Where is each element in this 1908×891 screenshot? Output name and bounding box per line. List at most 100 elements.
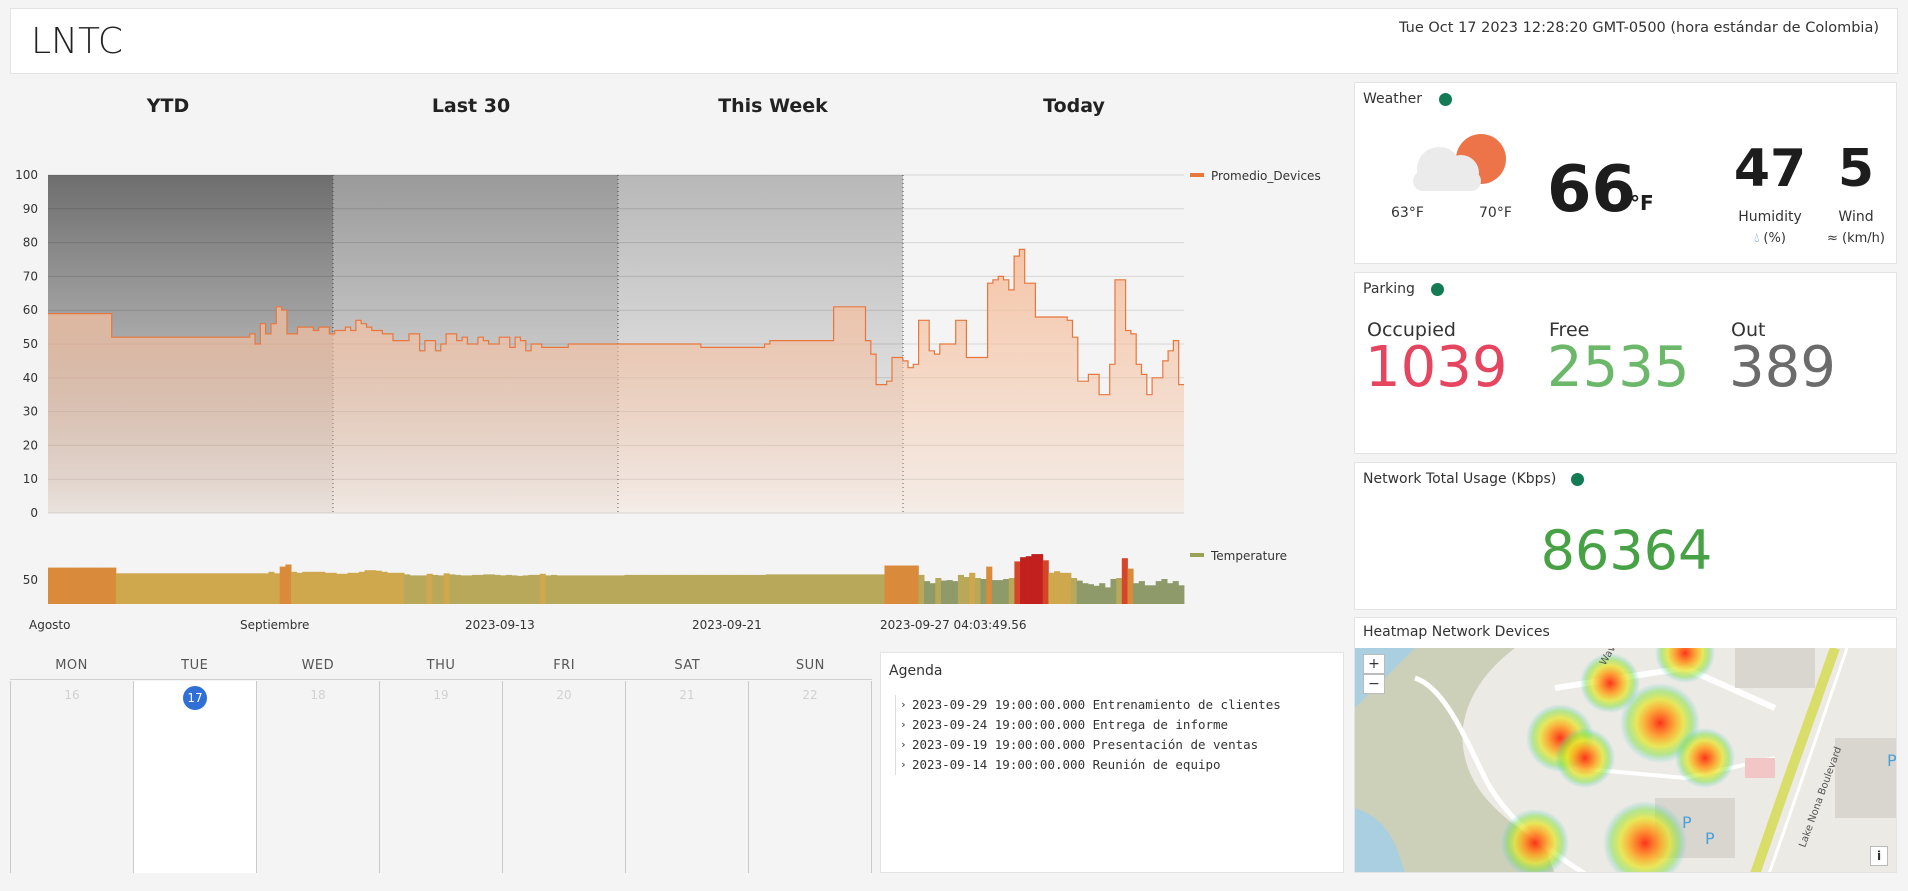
temperature-bar xyxy=(132,573,139,604)
temperature-bar xyxy=(647,574,654,604)
temperature-bar xyxy=(370,570,377,604)
temperature-bar xyxy=(149,573,156,604)
temperature-bar xyxy=(127,573,134,604)
temperature-bar xyxy=(59,567,66,604)
weather-title: Weather xyxy=(1363,91,1422,107)
temperature-bar xyxy=(811,574,818,604)
agenda-panel: Agenda › 2023-09-29 19:00:00.000 Entrenam… xyxy=(880,652,1344,873)
temperature-bar xyxy=(760,574,767,604)
agenda-item[interactable]: › 2023-09-29 19:00:00.000 Entrenamiento d… xyxy=(900,695,1281,715)
period-header: Today xyxy=(1043,95,1105,117)
temperature-bar xyxy=(579,575,586,604)
temperature-bar xyxy=(568,575,575,604)
x-axis-label: Agosto xyxy=(29,618,70,632)
humidity-label: Humidity xyxy=(1738,209,1802,225)
temperature-bar xyxy=(562,575,569,604)
calendar-day-cell[interactable]: 19 xyxy=(380,681,503,873)
calendar-day-cell[interactable]: 20 xyxy=(503,681,626,873)
weather-panel: Weather 63°F 70°F 66 °F 47 5 Humidity Wi… xyxy=(1354,82,1897,264)
temperature-bar xyxy=(454,574,461,604)
map-canvas[interactable]: Wave Lake Nona Boulevard P P P xyxy=(1355,648,1897,873)
temperature-bar xyxy=(353,572,360,604)
temperature-bar xyxy=(234,573,241,604)
temperature-bar xyxy=(1093,585,1100,604)
chevron-right-icon: › xyxy=(900,758,907,771)
temperature-bar xyxy=(166,573,173,604)
agenda-item[interactable]: › 2023-09-24 19:00:00.000 Entrega de info… xyxy=(900,715,1281,735)
legend-swatch-temperature xyxy=(1190,553,1204,557)
humidity-value: 47 xyxy=(1733,139,1807,199)
temperature-bar xyxy=(48,567,55,604)
calendar-day-cell[interactable]: 21 xyxy=(626,681,749,873)
y-tick-label: 50 xyxy=(23,337,38,351)
temperature-bar xyxy=(313,571,320,604)
temperature-bar xyxy=(375,570,382,604)
calendar-day-cell[interactable]: 18 xyxy=(257,681,380,873)
temperature-bar xyxy=(658,574,665,604)
out-label: Out xyxy=(1731,319,1766,341)
temperature-bar xyxy=(590,575,597,604)
agenda-item-text: 2023-09-24 19:00:00.000 Entrega de infor… xyxy=(912,717,1229,732)
temperature-bar xyxy=(777,574,784,604)
zoom-in-button[interactable]: + xyxy=(1363,654,1385,674)
calendar-day-cell[interactable]: 16 xyxy=(10,681,134,873)
calendar-day-cell[interactable]: 17 xyxy=(134,681,257,873)
temperature-bar xyxy=(924,581,931,604)
occupied-label: Occupied xyxy=(1367,319,1456,341)
temperature-bar xyxy=(596,575,603,604)
calendar-day-header: THU xyxy=(426,658,456,673)
temperature-bar xyxy=(93,567,100,604)
temperature-bar xyxy=(692,574,699,604)
temperature-bar xyxy=(1042,560,1049,604)
temperature-bar xyxy=(262,573,269,604)
temperature-bar xyxy=(471,574,478,604)
temperature-bar xyxy=(839,574,846,604)
temperature-bar xyxy=(957,574,964,604)
temperature-bar xyxy=(115,573,122,604)
agenda-list: › 2023-09-29 19:00:00.000 Entrenamiento d… xyxy=(895,695,1281,775)
temperature-bar xyxy=(822,574,829,604)
temperature-bar xyxy=(488,574,495,604)
x-axis-label: Septiembre xyxy=(240,618,309,632)
device-chart-area: YTD Last 30 This Week Today 100 90 80 70 60 50 40 3… xyxy=(10,82,1345,632)
heatmap-map[interactable]: Wave Lake Nona Boulevard P P P + − i xyxy=(1355,648,1897,873)
agenda-item[interactable]: › 2023-09-14 19:00:00.000 Reunión de equi… xyxy=(900,755,1281,775)
calendar-day-cell[interactable]: 22 xyxy=(749,681,872,873)
temperature-bar xyxy=(675,574,682,604)
temperature-bar xyxy=(686,574,693,604)
temperature-bar xyxy=(438,575,445,604)
info-button[interactable]: i xyxy=(1870,846,1888,866)
parking-marker: P xyxy=(1682,813,1692,832)
agenda-item[interactable]: › 2023-09-19 19:00:00.000 Presentación de… xyxy=(900,735,1281,755)
temperature-bar xyxy=(211,573,218,604)
temperature-bar xyxy=(65,567,72,604)
devices-line xyxy=(48,248,1184,396)
temperature-bar xyxy=(291,571,298,604)
temperature-bar xyxy=(652,574,659,604)
temperature-bar xyxy=(302,571,309,604)
temperature-bar xyxy=(404,574,411,604)
temperature-bar xyxy=(573,575,580,604)
temperature-bar xyxy=(223,573,230,604)
temperature-bar xyxy=(1116,578,1123,604)
temperature-bar xyxy=(279,566,286,604)
temperature-bar xyxy=(415,575,422,604)
temperature-bar xyxy=(240,573,247,604)
temperature-bar xyxy=(257,573,264,604)
temperature-bar xyxy=(522,575,529,604)
header-bar: LNTC Tue Oct 17 2023 12:28:20 GMT-0500 (… xyxy=(10,8,1898,74)
temperature-bar xyxy=(81,567,88,604)
temperature-bar xyxy=(228,573,235,604)
temperature-bar xyxy=(664,574,671,604)
temperature-bar xyxy=(805,574,812,604)
calendar-day-header: WED xyxy=(301,658,335,673)
temperature-bar xyxy=(980,579,987,604)
temperature-bar xyxy=(601,575,608,604)
zoom-out-button[interactable]: − xyxy=(1363,674,1385,694)
temperature-bar xyxy=(884,565,891,604)
temperature-bar xyxy=(709,574,716,604)
temperature-bar xyxy=(534,574,541,604)
temperature-bar xyxy=(483,574,490,604)
temperature-bar xyxy=(754,574,761,604)
temperature-bar xyxy=(731,574,738,604)
